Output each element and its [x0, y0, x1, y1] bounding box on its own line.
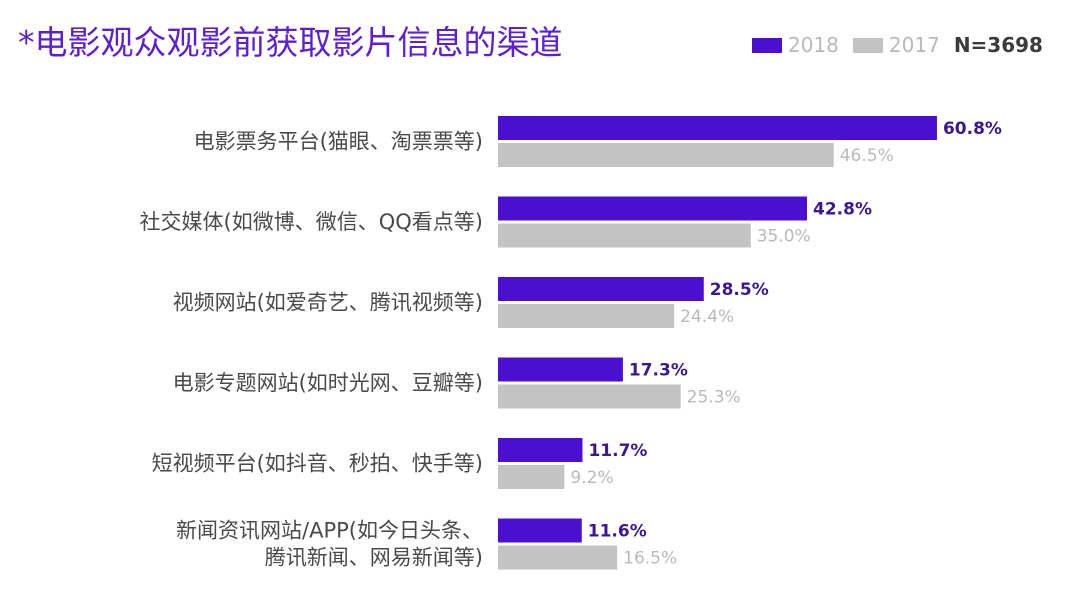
data-label-2018: 11.6% — [588, 522, 647, 542]
category-label-line: 视频网站(如爱奇艺、腾讯视频等) — [173, 291, 483, 315]
data-label-2017: 9.2% — [570, 468, 613, 488]
data-label-2017: 16.5% — [623, 549, 677, 569]
bar-2018 — [498, 357, 623, 382]
bar-2017 — [498, 384, 681, 409]
bar-2017 — [498, 223, 751, 248]
chart-title: *电影观众观影前获取影片信息的渠道 — [18, 23, 563, 62]
legend-swatch-2018 — [752, 37, 782, 53]
sample-size: N=3698 — [953, 33, 1043, 57]
category-label: 短视频平台(如抖音、秒拍、快手等) — [152, 452, 483, 476]
category-label: 电影专题网站(如时光网、豆瓣等) — [173, 371, 483, 395]
bar-2018 — [498, 518, 582, 543]
data-label-2018: 42.8% — [813, 200, 872, 220]
data-label-2017: 35.0% — [757, 227, 811, 247]
category-label: 视频网站(如爱奇艺、腾讯视频等) — [173, 291, 483, 315]
category-label: 电影票务平台(猫眼、淘票票等) — [194, 130, 483, 154]
data-label-2018: 17.3% — [629, 361, 688, 381]
data-label-2017: 46.5% — [840, 146, 894, 166]
bar-2017 — [498, 545, 618, 570]
legend-swatch-2017 — [852, 37, 883, 53]
bar-2018 — [498, 277, 704, 301]
category-label-line: 腾讯新闻、网易新闻等) — [265, 546, 483, 570]
data-label-2018: 60.8% — [943, 119, 1002, 139]
data-label-2017: 25.3% — [687, 388, 741, 408]
category-label-line: 短视频平台(如抖音、秒拍、快手等) — [152, 452, 483, 476]
data-label-2018: 11.7% — [588, 441, 647, 461]
data-label-2017: 24.4% — [680, 307, 734, 327]
category-label-line: 新闻资讯网站/APP(如今日头条、 — [176, 519, 483, 543]
bar-2018 — [498, 116, 937, 140]
category-label: 新闻资讯网站/APP(如今日头条、腾讯新闻、网易新闻等) — [176, 519, 483, 570]
legend-label-2018: 2018 — [788, 33, 839, 57]
bar-2017 — [498, 304, 675, 328]
category-label-line: 电影专题网站(如时光网、豆瓣等) — [173, 371, 483, 395]
bar-2018 — [498, 438, 583, 462]
legend: 2018 2017 N=3698 — [752, 30, 1043, 60]
bar-2017 — [498, 465, 565, 489]
data-label-2018: 28.5% — [710, 280, 769, 300]
bar-2018 — [498, 196, 808, 221]
category-label-line: 社交媒体(如微博、微信、QQ看点等) — [140, 210, 483, 234]
category-label: 社交媒体(如微博、微信、QQ看点等) — [140, 210, 483, 234]
bar-2017 — [498, 143, 834, 167]
legend-label-2017: 2017 — [888, 33, 940, 57]
category-label-line: 电影票务平台(猫眼、淘票票等) — [194, 130, 483, 154]
